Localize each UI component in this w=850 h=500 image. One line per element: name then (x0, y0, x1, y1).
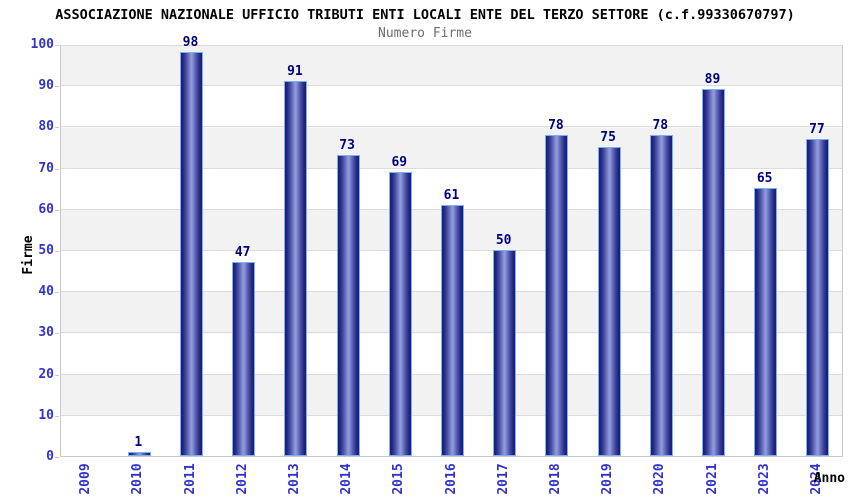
bar-value-label-2011: 98 (182, 35, 199, 50)
x-tick-label-2014: 2014 (339, 463, 355, 495)
y-tick-mark-30 (55, 333, 59, 335)
x-tick-label-2020: 2020 (652, 463, 668, 495)
y-axis-title: Firme (21, 235, 36, 275)
y-tick-label-40: 40 (38, 284, 54, 300)
chart-title: ASSOCIAZIONE NAZIONALE UFFICIO TRIBUTI E… (55, 7, 795, 23)
bar-2016 (441, 205, 464, 456)
bar-2020 (649, 135, 673, 456)
bar-value-label-2024: 77 (809, 122, 825, 137)
y-tick-label-50: 50 (38, 243, 54, 258)
y-tick-label-0: 0 (46, 449, 54, 464)
bar-value-label-2020: 78 (652, 118, 669, 133)
bar-2018 (545, 135, 569, 456)
bar-value-label-2016: 61 (443, 188, 460, 203)
y-tick-label-80: 80 (38, 119, 54, 135)
y-tick-mark-20 (55, 374, 59, 376)
x-tick-label-2010: 2010 (130, 463, 146, 495)
bar-2023 (754, 188, 778, 456)
x-tick-label-2009: 2009 (78, 463, 94, 495)
y-tick-mark-10 (55, 415, 59, 417)
y-tick-label-60: 60 (38, 201, 54, 217)
y-tick-mark-50 (55, 251, 59, 252)
gridline-y-80 (61, 126, 842, 128)
plot-area (60, 45, 843, 457)
bar-2010 (127, 452, 151, 456)
y-tick-mark-60 (55, 209, 59, 211)
gridline-y-100 (61, 45, 842, 46)
y-tick-label-70: 70 (38, 160, 54, 176)
y-tick-label-90: 90 (38, 78, 54, 94)
bar-2013 (284, 81, 308, 456)
bar-value-label-2019: 75 (600, 130, 616, 145)
bar-value-label-2023: 65 (756, 171, 773, 186)
y-tick-mark-90 (55, 86, 59, 88)
bar-2014 (336, 155, 360, 456)
y-tick-label-30: 30 (38, 325, 54, 341)
y-tick-mark-0 (55, 457, 59, 458)
x-tick-label-2023: 2023 (756, 463, 772, 495)
y-tick-mark-40 (55, 292, 59, 294)
y-tick-mark-70 (55, 168, 59, 170)
bar-value-label-2010: 1 (134, 435, 143, 450)
bar-2024 (806, 139, 830, 456)
chart-subtitle: Numero Firme (378, 26, 472, 41)
x-tick-label-2011: 2011 (182, 463, 198, 495)
y-tick-label-20: 20 (38, 366, 54, 382)
bar-2019 (597, 147, 621, 456)
bar-2021 (702, 89, 725, 456)
bar-2011 (180, 52, 203, 456)
x-tick-label-2013: 2013 (286, 463, 302, 495)
bar-value-label-2013: 91 (287, 64, 303, 79)
x-tick-label-2015: 2015 (391, 463, 407, 495)
x-tick-label-2021: 2021 (704, 463, 720, 495)
x-tick-label-2019: 2019 (600, 463, 616, 495)
bar-2017 (493, 250, 517, 456)
x-tick-label-2016: 2016 (443, 463, 459, 495)
x-tick-label-2012: 2012 (234, 463, 250, 495)
bar-value-label-2012: 47 (234, 245, 251, 260)
bar-2012 (232, 262, 256, 456)
bar-value-label-2014: 73 (339, 138, 355, 153)
bar-value-label-2017: 50 (495, 233, 512, 248)
x-axis-title: Anno (813, 471, 845, 486)
gridline-y-70 (61, 167, 842, 169)
y-tick-mark-100 (55, 45, 59, 46)
x-tick-label-2018: 2018 (547, 463, 563, 495)
y-tick-mark-80 (55, 127, 59, 129)
bar-value-label-2018: 78 (548, 118, 564, 133)
y-tick-label-100: 100 (30, 37, 54, 52)
x-tick-label-2017: 2017 (495, 463, 511, 495)
gridline-y-90 (61, 85, 842, 87)
bar-value-label-2015: 69 (391, 155, 408, 170)
bar-2015 (388, 172, 412, 456)
bar-value-label-2021: 89 (704, 72, 721, 87)
y-tick-label-10: 10 (38, 407, 54, 423)
